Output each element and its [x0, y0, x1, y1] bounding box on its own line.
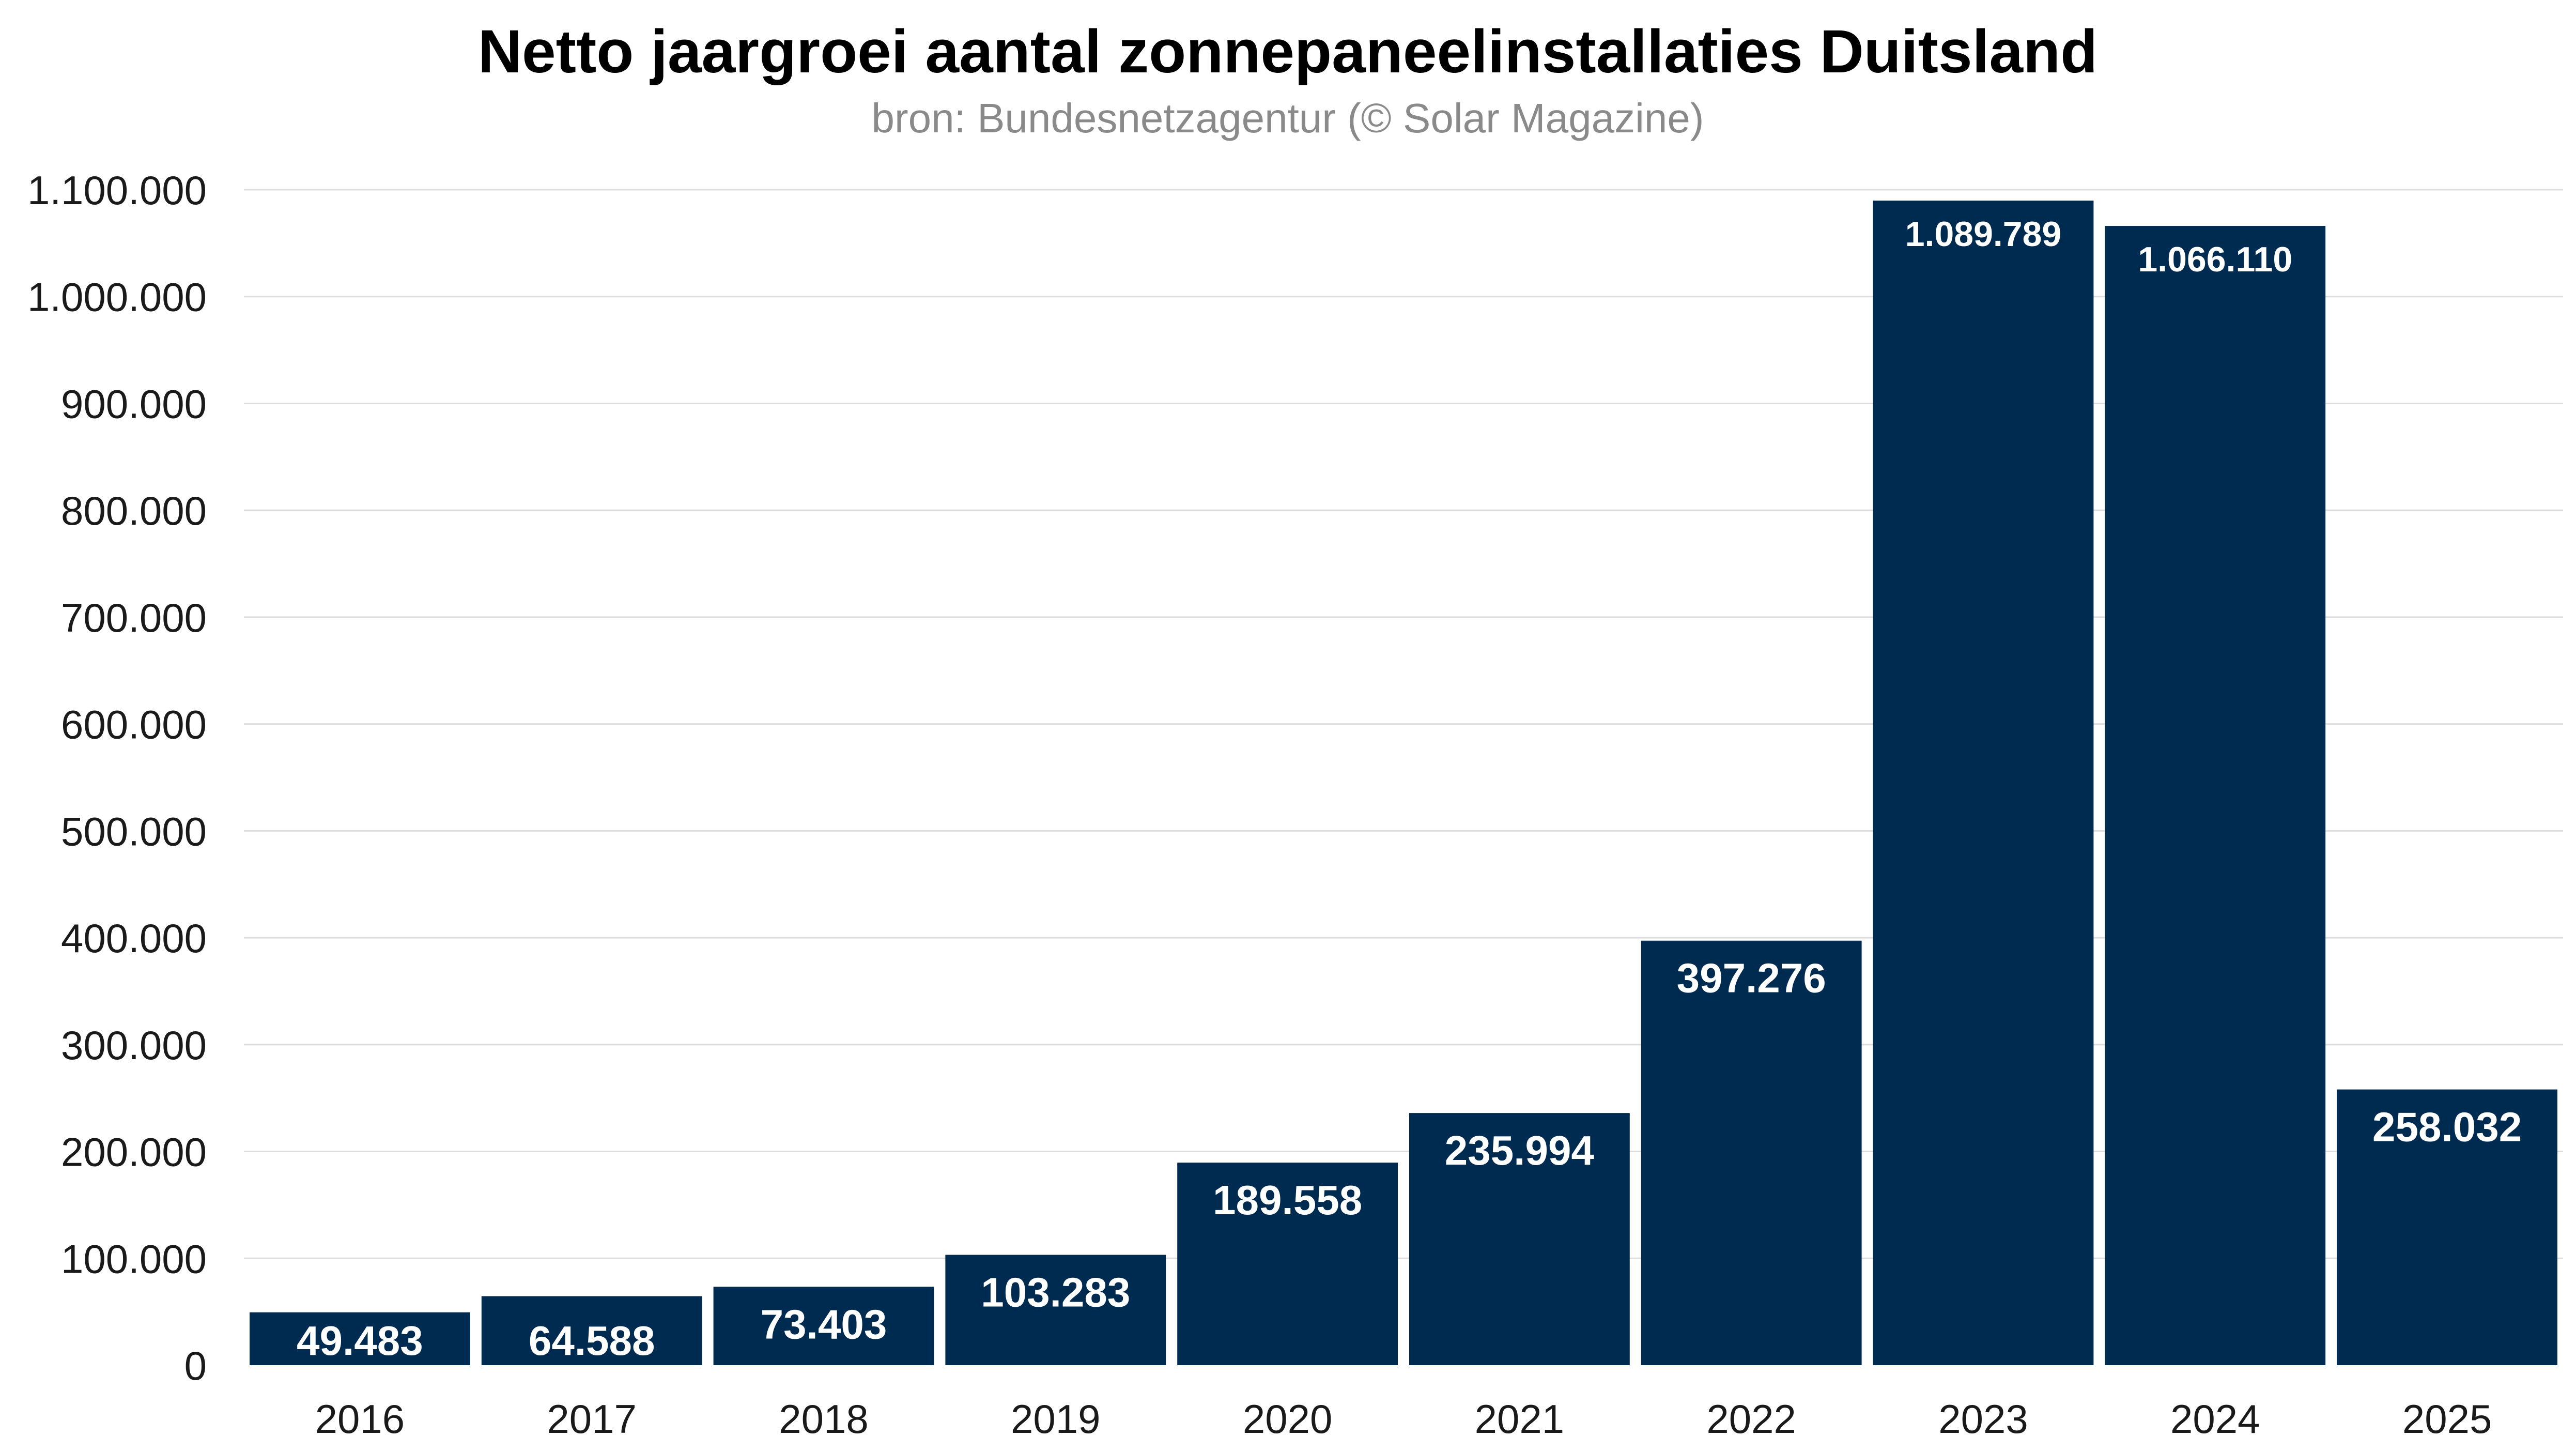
bar — [1177, 1163, 1398, 1365]
y-tick-label: 200.000 — [61, 1129, 207, 1175]
bars — [250, 201, 2557, 1366]
bar-value-label: 397.276 — [1677, 955, 1826, 1001]
bar-value-label: 189.558 — [1213, 1177, 1362, 1223]
y-tick-label: 0 — [184, 1343, 207, 1388]
bar-value-label: 64.588 — [529, 1318, 655, 1364]
bar-value-label: 103.283 — [981, 1269, 1130, 1315]
bar — [2337, 1089, 2557, 1365]
bar — [945, 1255, 1166, 1365]
bar-value-labels: 49.483 64.588 73.403 103.283 189.558 235.994 3… — [297, 215, 2522, 1364]
x-axis-tick-labels: 2016 2017 2018 2019 2020 2021 2022 2023 2024 2025 — [315, 1396, 2492, 1442]
bar — [2105, 226, 2326, 1366]
x-tick-label: 2020 — [1243, 1396, 1333, 1442]
x-tick-label: 2022 — [1706, 1396, 1796, 1442]
y-tick-label: 700.000 — [61, 595, 207, 640]
y-tick-label: 400.000 — [61, 915, 207, 961]
bar-value-label: 49.483 — [297, 1318, 423, 1364]
y-tick-label: 1.100.000 — [27, 167, 207, 213]
y-tick-label: 100.000 — [61, 1236, 207, 1281]
bar-value-label: 235.994 — [1445, 1127, 1595, 1173]
y-tick-label: 800.000 — [61, 488, 207, 533]
x-tick-label: 2023 — [1938, 1396, 2028, 1442]
bar — [1873, 201, 2094, 1366]
chart-subtitle: bron: Bundesnetzagentur (© Solar Magazin… — [872, 95, 1704, 141]
bar-value-label: 258.032 — [2372, 1104, 2522, 1150]
y-tick-label: 600.000 — [61, 702, 207, 747]
bar — [1641, 940, 1862, 1365]
x-tick-label: 2019 — [1011, 1396, 1101, 1442]
y-tick-label: 900.000 — [61, 381, 207, 426]
x-tick-label: 2025 — [2402, 1396, 2492, 1442]
bar-value-label: 1.066.110 — [2138, 240, 2292, 279]
bar — [1409, 1113, 1630, 1365]
y-tick-label: 500.000 — [61, 808, 207, 854]
bar — [250, 1312, 470, 1365]
bar — [481, 1296, 702, 1365]
y-axis-tick-labels: 0 100.000 200.000 300.000 400.000 500.000 600.… — [27, 167, 207, 1388]
y-tick-label: 300.000 — [61, 1022, 207, 1068]
x-tick-label: 2018 — [779, 1396, 869, 1442]
bar-value-label: 73.403 — [761, 1301, 887, 1347]
y-tick-label: 1.000.000 — [27, 274, 207, 320]
x-tick-label: 2016 — [315, 1396, 405, 1442]
chart-title: Netto jaargroei aantal zonnepaneelinstal… — [478, 18, 2097, 86]
bar-value-label: 1.089.789 — [1905, 215, 2062, 254]
bar — [713, 1287, 934, 1365]
x-tick-label: 2021 — [1475, 1396, 1565, 1442]
x-tick-label: 2024 — [2170, 1396, 2260, 1442]
x-tick-label: 2017 — [547, 1396, 637, 1442]
